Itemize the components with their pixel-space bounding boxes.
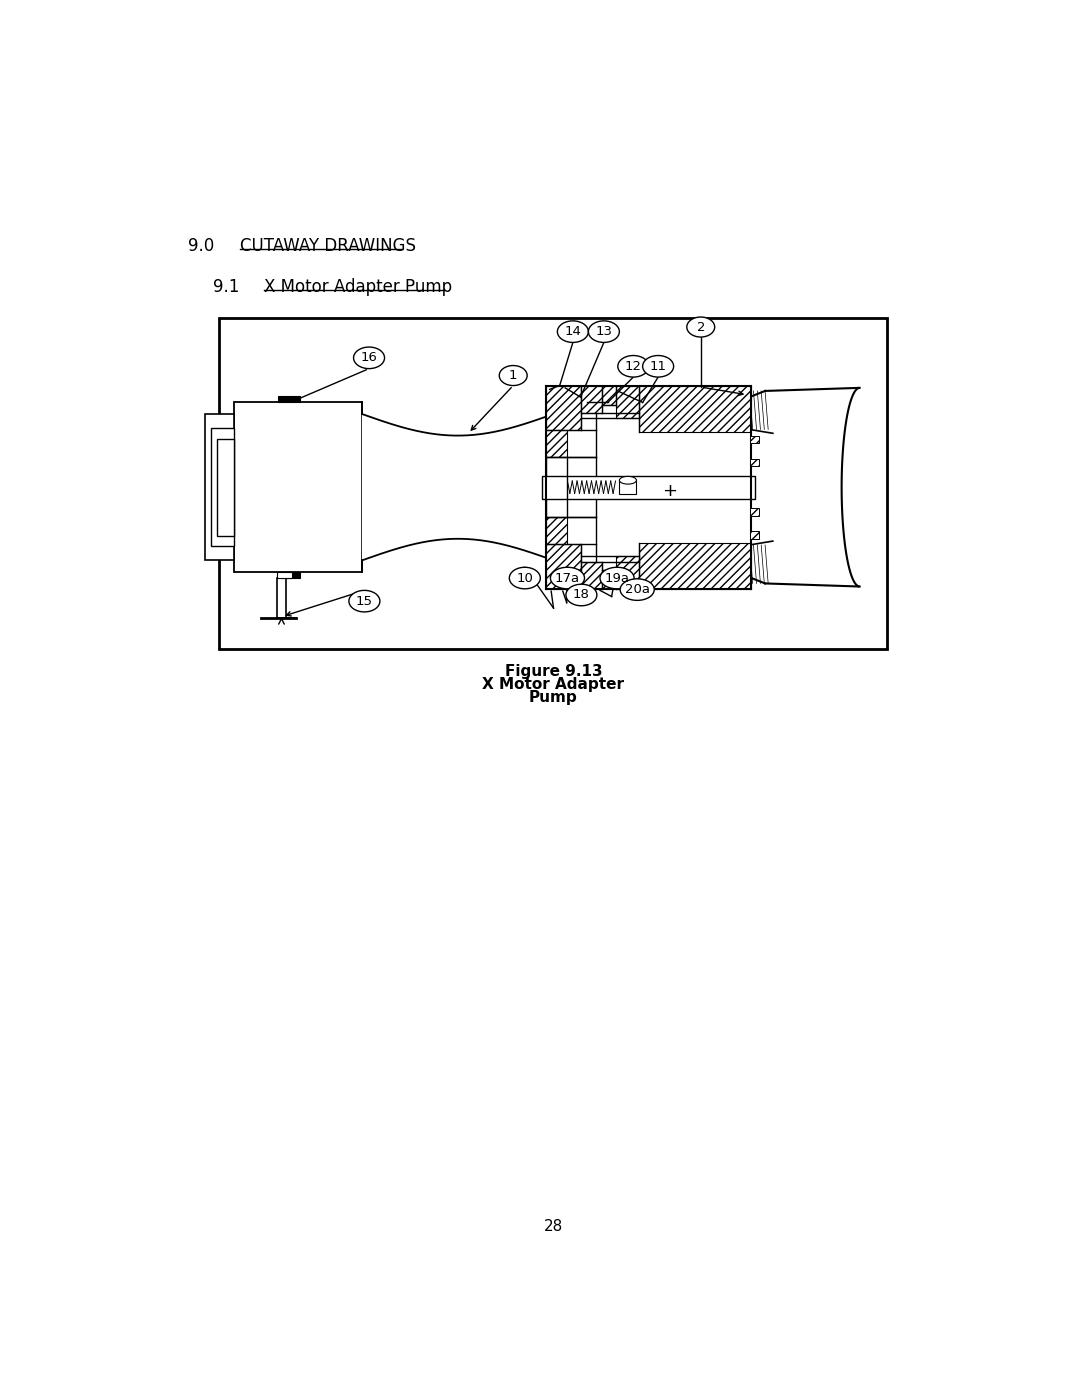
Ellipse shape — [600, 567, 634, 588]
Text: Figure 9.13: Figure 9.13 — [504, 665, 603, 679]
Bar — [581, 562, 603, 588]
Bar — [545, 457, 596, 517]
Text: CUTAWAY DRAWINGS: CUTAWAY DRAWINGS — [240, 237, 416, 254]
Text: Pump: Pump — [529, 690, 578, 705]
Bar — [542, 475, 755, 499]
Text: 14: 14 — [565, 326, 581, 338]
Bar — [750, 458, 759, 467]
Text: +: + — [662, 482, 677, 500]
Ellipse shape — [620, 578, 654, 601]
Bar — [279, 397, 300, 402]
Ellipse shape — [687, 317, 715, 337]
Text: 11: 11 — [650, 360, 666, 373]
Text: 17a: 17a — [555, 571, 580, 584]
Text: 15: 15 — [356, 595, 373, 608]
Ellipse shape — [589, 321, 619, 342]
Ellipse shape — [557, 321, 589, 342]
Text: 28: 28 — [544, 1218, 563, 1234]
Ellipse shape — [353, 346, 384, 369]
Bar — [217, 439, 234, 535]
Bar — [279, 571, 300, 578]
Bar — [545, 386, 581, 430]
Ellipse shape — [618, 355, 649, 377]
Bar — [234, 402, 362, 571]
Ellipse shape — [566, 584, 597, 606]
Text: 1: 1 — [509, 369, 517, 381]
Bar — [205, 414, 234, 560]
Bar — [276, 571, 293, 578]
Text: 13: 13 — [595, 326, 612, 338]
Bar — [218, 317, 887, 648]
Text: 9.1: 9.1 — [213, 278, 239, 296]
Bar — [750, 436, 759, 443]
Bar — [638, 542, 751, 588]
Bar — [545, 430, 567, 457]
Ellipse shape — [349, 591, 380, 612]
Bar — [545, 386, 751, 588]
Bar — [581, 386, 603, 412]
Ellipse shape — [499, 366, 527, 386]
Bar — [616, 556, 638, 588]
Text: 18: 18 — [573, 588, 590, 602]
Text: 9.0: 9.0 — [188, 237, 214, 254]
Text: X Motor Adapter Pump: X Motor Adapter Pump — [264, 278, 451, 296]
Bar — [603, 570, 619, 588]
Bar — [545, 517, 567, 545]
Text: 10: 10 — [516, 571, 534, 584]
Bar — [638, 386, 751, 432]
Bar — [619, 481, 636, 495]
Bar — [750, 531, 759, 539]
Bar — [750, 509, 759, 515]
Ellipse shape — [551, 567, 584, 588]
Bar — [211, 427, 234, 546]
Text: 2: 2 — [697, 320, 705, 334]
Ellipse shape — [643, 355, 674, 377]
Text: 19a: 19a — [605, 571, 630, 584]
Text: 16: 16 — [361, 351, 378, 365]
Bar — [603, 386, 619, 405]
Bar — [616, 386, 638, 418]
Bar — [545, 545, 581, 588]
Text: 20a: 20a — [624, 583, 650, 597]
Text: X Motor Adapter: X Motor Adapter — [483, 678, 624, 693]
Text: 12: 12 — [625, 360, 642, 373]
Ellipse shape — [619, 476, 636, 485]
Ellipse shape — [510, 567, 540, 588]
